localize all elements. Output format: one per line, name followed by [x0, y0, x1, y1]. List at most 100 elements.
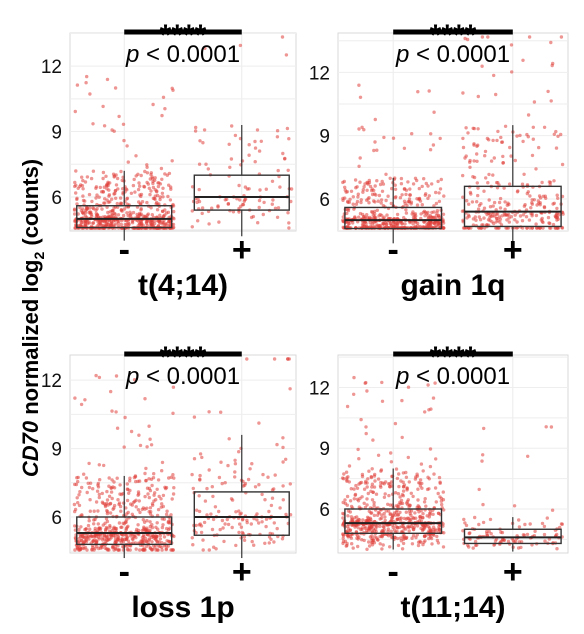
data-point: [141, 223, 145, 227]
data-point: [72, 502, 77, 507]
data-point: [349, 189, 354, 193]
data-point: [100, 500, 105, 504]
data-point: [91, 487, 95, 491]
data-point: [341, 516, 345, 520]
data-point: [408, 511, 412, 516]
data-point: [556, 196, 560, 200]
data-point: [138, 443, 143, 448]
data-point: [365, 547, 369, 551]
data-point: [255, 512, 259, 516]
data-point: [341, 523, 345, 527]
data-point: [518, 133, 522, 138]
data-point: [487, 529, 491, 534]
data-point: [276, 168, 280, 173]
data-point: [360, 538, 364, 542]
data-point: [409, 202, 413, 206]
data-point: [275, 135, 280, 139]
data-point: [143, 494, 147, 499]
data-point: [559, 132, 563, 137]
data-point: [473, 539, 478, 544]
data-point: [240, 530, 245, 535]
data-point: [372, 148, 376, 153]
data-point: [114, 183, 119, 187]
data-point: [524, 215, 529, 219]
box: [463, 528, 562, 545]
data-point: [375, 224, 379, 228]
data-point: [380, 513, 384, 517]
data-point: [373, 140, 377, 144]
data-point: [377, 193, 382, 198]
data-point: [469, 192, 473, 196]
data-point: [370, 482, 375, 486]
y-axis-title-text: normalized log: [18, 260, 43, 421]
data-point: [400, 398, 404, 403]
data-point: [171, 88, 175, 92]
data-point: [264, 187, 268, 191]
data-point: [87, 461, 91, 466]
data-point: [116, 221, 121, 225]
data-point: [423, 539, 427, 543]
data-point: [476, 186, 480, 190]
data-point: [554, 129, 558, 134]
data-point: [468, 165, 472, 169]
data-point: [549, 40, 553, 45]
data-point: [200, 211, 204, 216]
data-point: [438, 495, 442, 499]
data-point: [491, 138, 495, 143]
data-point: [384, 198, 388, 203]
data-point: [155, 521, 159, 525]
data-point: [190, 209, 194, 213]
data-point: [145, 219, 149, 223]
data-point: [190, 536, 194, 540]
data-point: [376, 199, 380, 203]
data-point: [534, 213, 539, 218]
data-point: [121, 539, 126, 544]
data-point: [559, 35, 564, 39]
data-point: [223, 522, 227, 526]
data-point: [475, 159, 479, 163]
data-point: [154, 534, 158, 538]
data-point: [509, 215, 513, 219]
data-point: [125, 196, 130, 200]
data-point: [365, 485, 369, 489]
data-point: [81, 194, 85, 198]
data-point: [87, 192, 92, 197]
data-point: [475, 181, 479, 185]
data-point: [105, 511, 110, 516]
data-point: [83, 527, 87, 532]
data-point: [441, 490, 445, 494]
data-point: [226, 522, 231, 527]
data-point: [513, 213, 517, 217]
data-point: [114, 410, 118, 414]
data-point: [418, 515, 422, 519]
data-point: [103, 527, 108, 532]
data-point: [372, 225, 376, 229]
category-label: -: [388, 231, 399, 269]
data-point: [263, 498, 267, 502]
data-point: [126, 160, 130, 164]
data-point: [194, 125, 198, 130]
data-point: [362, 487, 367, 491]
data-point: [461, 136, 465, 141]
data-point: [394, 195, 398, 199]
p-value-symbol: p: [125, 41, 139, 68]
data-point: [399, 182, 404, 186]
data-point: [239, 511, 243, 515]
data-point: [281, 498, 285, 502]
y-tick-label: 6: [319, 190, 330, 211]
data-point: [473, 215, 477, 219]
data-point: [105, 519, 110, 524]
data-point: [461, 529, 465, 533]
data-point: [110, 409, 114, 413]
data-point: [166, 544, 170, 548]
data-point: [229, 157, 234, 161]
data-point: [251, 214, 256, 219]
data-point: [354, 186, 358, 190]
data-point: [289, 199, 293, 204]
data-point: [171, 492, 176, 496]
data-point: [358, 496, 362, 501]
data-point: [523, 522, 527, 527]
data-point: [151, 219, 156, 223]
data-point: [133, 474, 138, 478]
y-tick-label: 12: [41, 57, 62, 78]
